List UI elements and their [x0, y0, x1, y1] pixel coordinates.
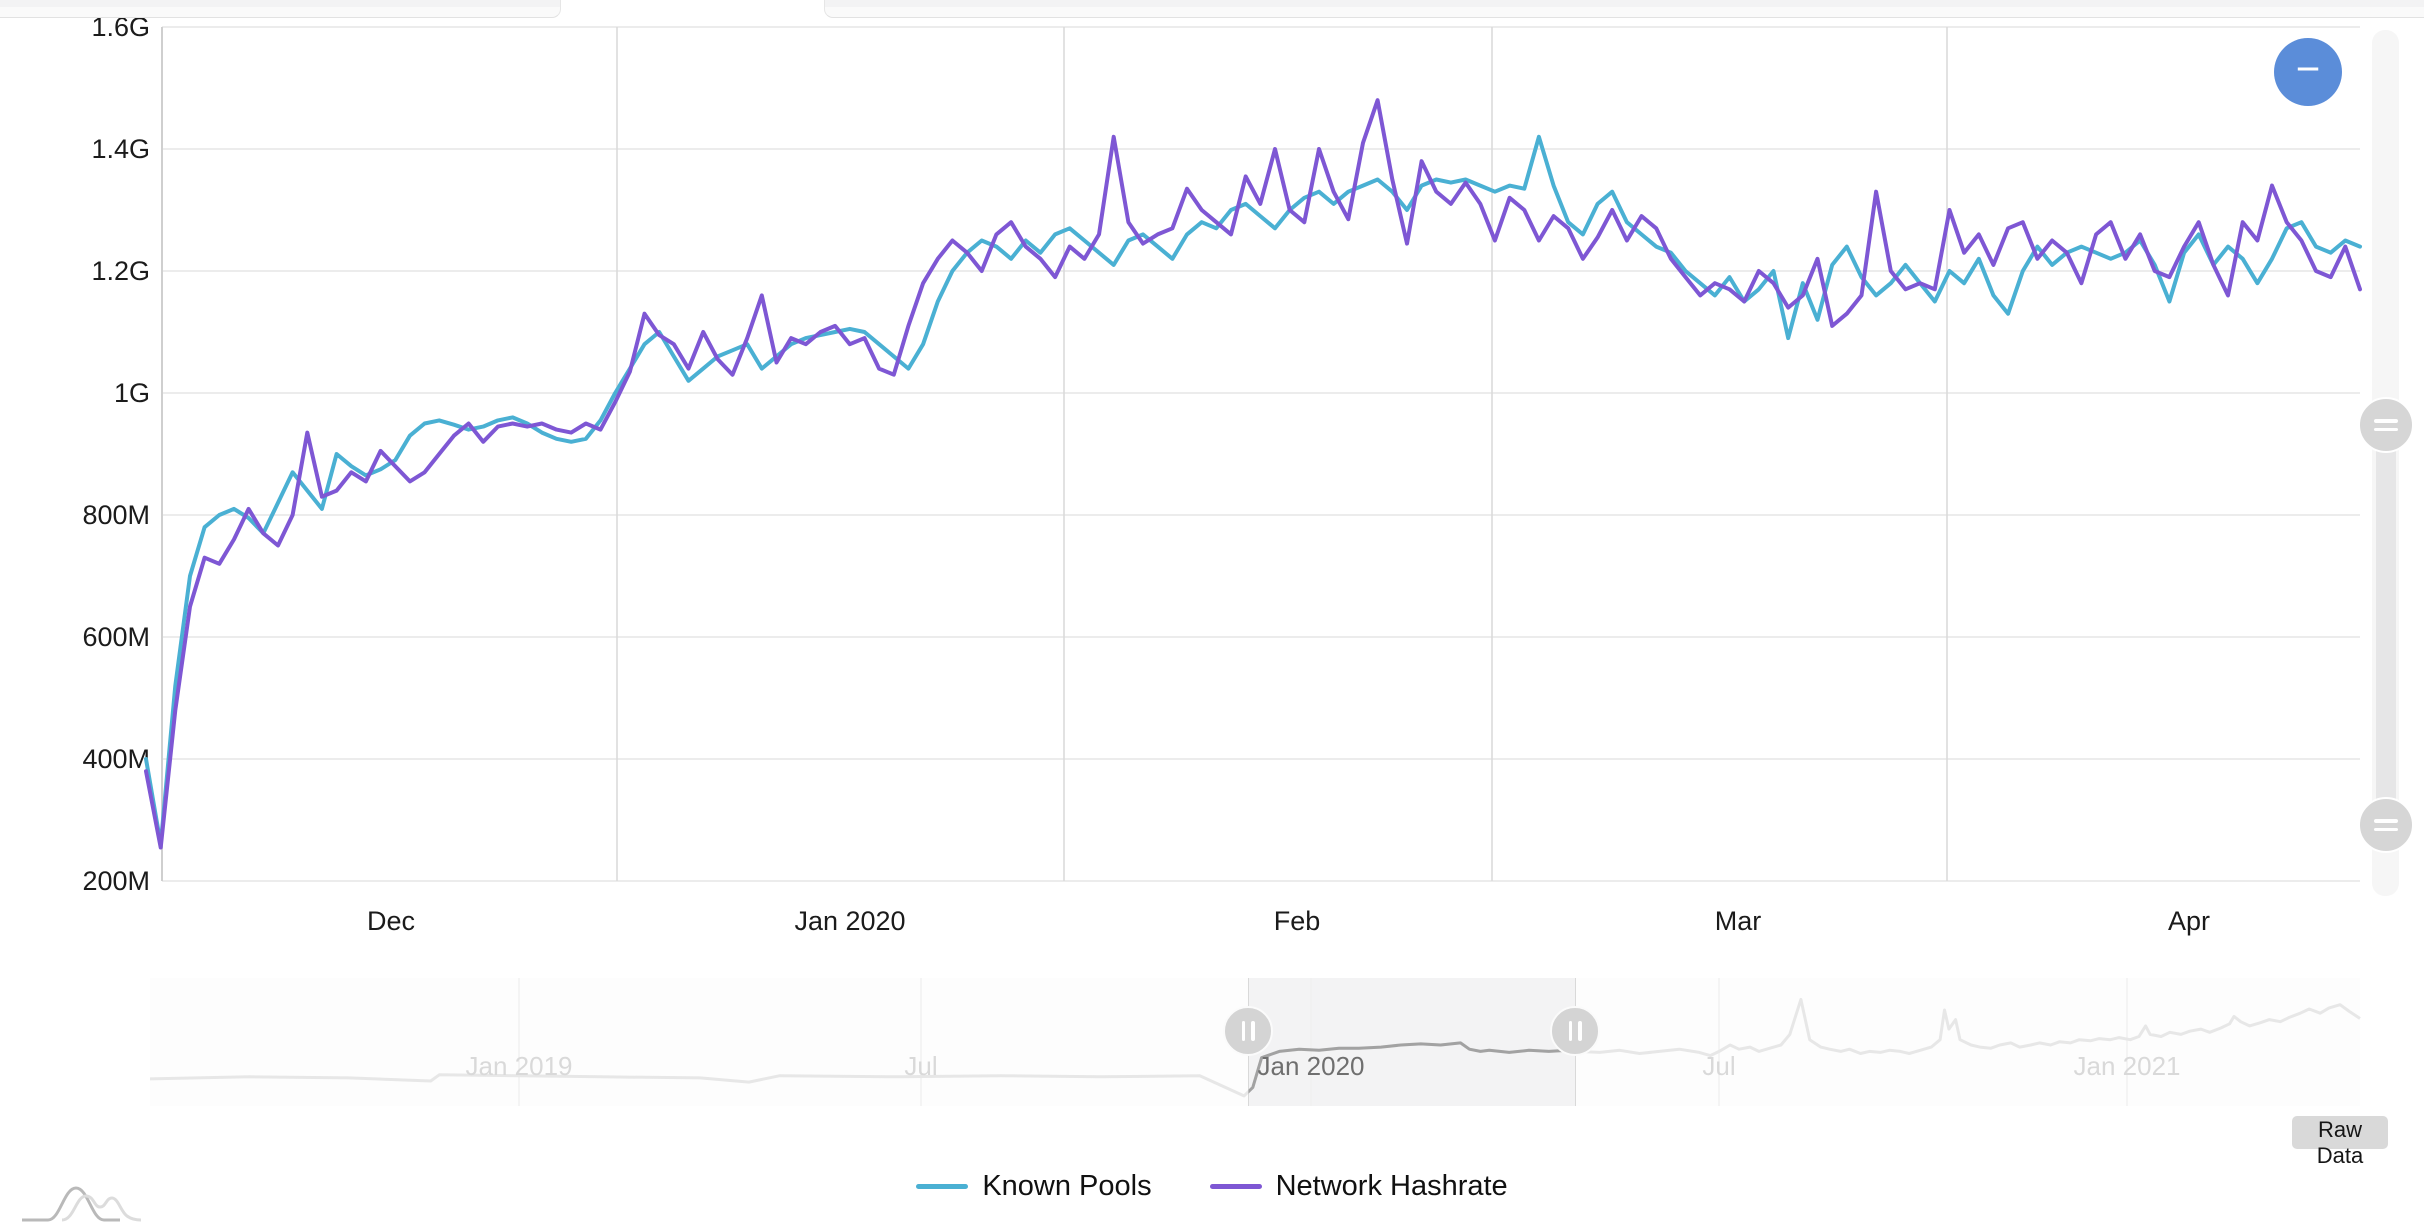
pause-grip-icon — [1241, 1021, 1246, 1041]
grip-icon — [2374, 827, 2398, 831]
y-tick-label: 600M — [82, 622, 150, 652]
y-tick-label: 1G — [114, 378, 150, 408]
legend-item-network-hashrate[interactable]: Network Hashrate — [1209, 1170, 1508, 1203]
navigator-series-line-selected — [1248, 1041, 1576, 1094]
navigator-handle-right[interactable] — [1550, 1006, 1601, 1056]
grip-icon — [2374, 419, 2398, 423]
navigator-selected-range[interactable] — [1248, 978, 1576, 1106]
navigator-axis-label: Jul — [1702, 1051, 1735, 1081]
series-line-known-pools — [144, 134, 2362, 847]
top-tab-bar — [0, 0, 2424, 18]
pause-grip-icon — [1251, 1021, 1255, 1041]
x-tick-label: Feb — [1274, 906, 1321, 936]
pause-grip-icon — [1578, 1021, 1582, 1041]
grip-icon — [2374, 819, 2398, 823]
tab-inactive-left[interactable] — [0, 0, 561, 18]
y-zoom-handle-bottom[interactable] — [2358, 797, 2414, 853]
navigator-axis-label: Jan 2020 — [1258, 1051, 1365, 1081]
legend-label: Known Pools — [982, 1170, 1152, 1202]
navigator-handle-left[interactable] — [1223, 1006, 1274, 1056]
y-tick-label: 200M — [82, 866, 150, 896]
network-hashrate-line-swatch — [1209, 1184, 1262, 1189]
collapse-button[interactable]: − — [2274, 38, 2342, 106]
navigator-axis-label: Jan 2021 — [2074, 1051, 2181, 1081]
x-tick-label: Apr — [2168, 906, 2210, 936]
x-tick-label: Jan 2020 — [794, 906, 905, 936]
y-zoom-slider-range[interactable] — [2376, 425, 2396, 825]
known-pools-line-swatch — [916, 1184, 969, 1189]
legend-item-known-pools[interactable]: Known Pools — [916, 1170, 1152, 1203]
legend-label: Network Hashrate — [1275, 1170, 1508, 1202]
grip-icon — [2374, 427, 2398, 431]
waves-logo[interactable] — [20, 1180, 144, 1224]
pause-grip-icon — [1568, 1021, 1573, 1041]
y-zoom-handle-top[interactable] — [2358, 397, 2414, 453]
minus-icon: − — [2295, 45, 2321, 92]
y-tick-label: 1.4G — [91, 134, 150, 164]
navigator-axis-label: Jan 2019 — [466, 1051, 573, 1081]
y-tick-label: 800M — [82, 500, 150, 530]
legend: Known Pools Network Hashrate — [0, 1170, 2424, 1203]
raw-data-button[interactable]: Raw Data — [2292, 1116, 2388, 1168]
x-tick-label: Dec — [367, 906, 415, 936]
x-tick-label: Mar — [1715, 906, 1762, 936]
series-line-network-hashrate — [144, 98, 2362, 850]
y-tick-label: 1.2G — [91, 256, 150, 286]
y-tick-label: 400M — [82, 744, 150, 774]
navigator-axis-label: Jul — [904, 1051, 937, 1081]
tab-inactive-right[interactable] — [824, 0, 2424, 18]
